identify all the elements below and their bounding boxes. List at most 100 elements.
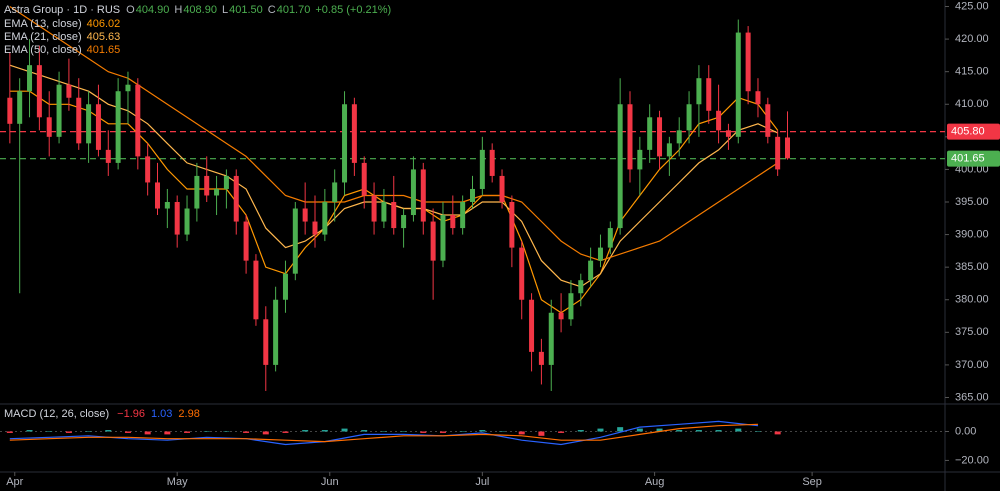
- x-tick-label: Apr: [6, 476, 23, 488]
- candle-body: [243, 221, 249, 261]
- histogram-bar: [420, 431, 427, 433]
- histogram-bar: [439, 431, 446, 433]
- histogram-bar: [243, 431, 250, 433]
- histogram-bar: [203, 431, 210, 432]
- candle-body: [509, 202, 515, 248]
- readout-key: O: [126, 4, 135, 16]
- candle-body: [538, 351, 544, 365]
- legend-name: EMA (21, close): [4, 31, 82, 43]
- histogram-bar: [617, 427, 624, 432]
- candle-body: [302, 208, 308, 222]
- candle-body: [470, 188, 475, 202]
- histogram-bar: [774, 431, 781, 435]
- candle-body: [548, 312, 554, 365]
- candle-body: [56, 84, 62, 137]
- x-tick-label: Jul: [475, 476, 489, 488]
- histogram-bar: [597, 428, 604, 432]
- candle-body: [755, 91, 761, 105]
- candle-body: [627, 104, 633, 170]
- candle-body: [155, 182, 160, 209]
- x-tick-label: Sep: [802, 476, 822, 488]
- candle-body: [46, 117, 52, 137]
- histogram-bar: [26, 430, 33, 432]
- candle-body: [686, 104, 692, 131]
- candle-body: [135, 84, 141, 157]
- histogram-bar: [223, 431, 230, 432]
- candle-body: [765, 104, 771, 137]
- indicator-value: 2.98: [178, 408, 199, 420]
- indicator-value: −1.96: [117, 408, 145, 420]
- candle-body: [194, 175, 200, 209]
- candle-body: [578, 280, 584, 294]
- candle-body: [430, 221, 436, 261]
- candle-body: [292, 208, 298, 274]
- candle-body: [568, 293, 574, 320]
- y-tick-label: 395.00: [955, 196, 989, 208]
- legend-value: 401.65: [87, 44, 121, 56]
- legend-value: 405.63: [87, 31, 121, 43]
- candle-body: [450, 215, 456, 229]
- candle-body: [617, 104, 623, 229]
- y-tick-label: 390.00: [955, 228, 989, 240]
- price-label-box: [947, 123, 1000, 140]
- histogram-bar: [184, 431, 191, 433]
- price-label-box: [947, 150, 1000, 167]
- readout-value: 401.50: [229, 4, 263, 16]
- candle-body: [745, 32, 751, 92]
- candle-body: [164, 202, 170, 209]
- x-tick-label: May: [167, 476, 188, 488]
- histogram-bar: [695, 430, 702, 432]
- legend-name: EMA (50, close): [4, 44, 82, 56]
- readout-change: +0.85 (+0.21%): [315, 4, 391, 16]
- candle-body: [401, 215, 407, 229]
- candle-body: [696, 78, 702, 105]
- indicator-value: 1.03: [151, 408, 172, 420]
- candle-body: [607, 228, 613, 248]
- histogram-bar: [499, 431, 506, 432]
- candle-body: [440, 215, 446, 261]
- candle-body: [519, 247, 525, 300]
- histogram-bar: [46, 431, 53, 432]
- candle-body: [647, 117, 653, 150]
- histogram-bar: [735, 428, 742, 432]
- candle-body: [460, 202, 466, 229]
- histogram-bar: [676, 430, 683, 432]
- candle-body: [174, 202, 180, 235]
- candle-body: [785, 137, 790, 159]
- histogram-bar: [164, 431, 171, 435]
- histogram-bar: [361, 430, 368, 432]
- y-tick-label: 370.00: [955, 359, 989, 371]
- candle-body: [489, 149, 495, 176]
- histogram-bar: [538, 431, 545, 436]
- candle-body: [253, 260, 259, 320]
- y-tick-label: 0.00: [955, 425, 976, 437]
- y-tick-label: 410.00: [955, 98, 989, 110]
- histogram-bar: [518, 431, 525, 435]
- histogram-bar: [400, 431, 407, 432]
- candle-body: [125, 84, 131, 92]
- candle-body: [7, 97, 13, 124]
- macd-line: [9, 423, 759, 443]
- candle-body: [361, 162, 367, 196]
- candle-body: [95, 104, 101, 150]
- readout-value: 408.90: [183, 4, 217, 16]
- histogram-bar: [282, 431, 289, 433]
- x-tick-label: Jun: [321, 476, 339, 488]
- candle-body: [706, 78, 712, 111]
- histogram-bar: [144, 431, 151, 435]
- readout-key: C: [268, 4, 276, 16]
- candle-body: [420, 169, 426, 222]
- histogram-bar: [341, 428, 348, 432]
- candle-body: [233, 175, 239, 222]
- candle-body: [479, 149, 485, 189]
- candle-body: [223, 175, 229, 189]
- candle-body: [351, 104, 357, 163]
- candle-body: [657, 117, 663, 157]
- y-tick-label: 375.00: [955, 326, 989, 338]
- candle-body: [332, 182, 338, 202]
- histogram-bar: [479, 430, 486, 432]
- histogram-bar: [105, 430, 112, 432]
- candle-body: [263, 319, 269, 365]
- histogram-bar: [124, 431, 131, 433]
- candle-body: [637, 149, 643, 170]
